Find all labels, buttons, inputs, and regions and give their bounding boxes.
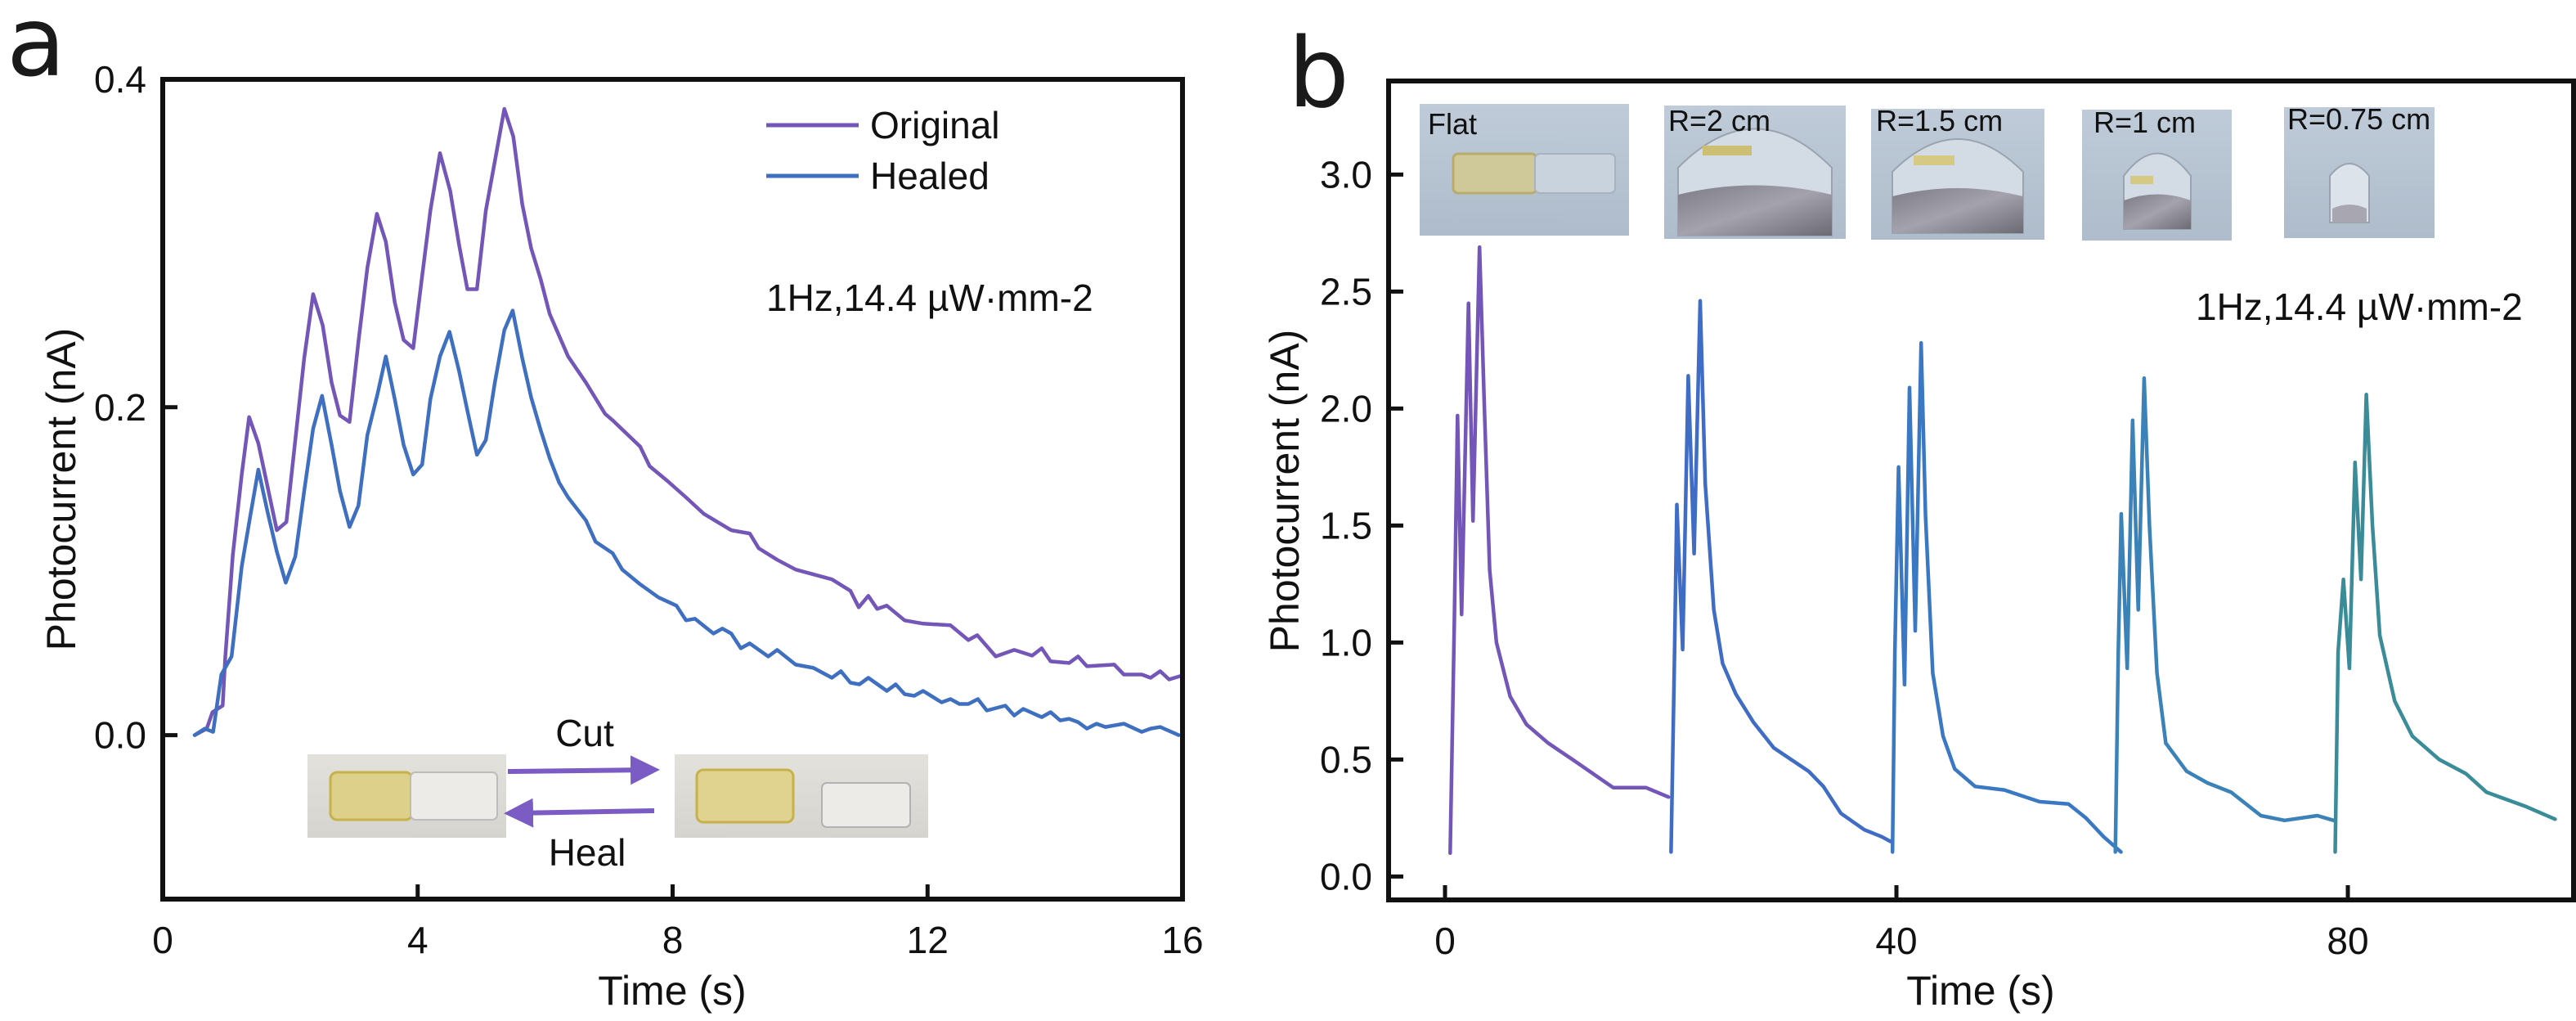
x-tick-label: 80 xyxy=(2327,920,2368,962)
photo-r0-75: R=0.75 cm xyxy=(2284,102,2435,238)
photo-r1: R=1 cm xyxy=(2082,106,2232,241)
y-tick-label: 2.5 xyxy=(1320,270,1372,313)
panel-a-y-ticks: 0.0 0.2 0.4 xyxy=(94,58,177,757)
panel-a-x-axis-title: Time (s) xyxy=(598,968,746,1014)
legend-label-original: Original xyxy=(870,104,1000,146)
panel-a-label: a xyxy=(7,0,65,98)
panel-a: a 0.0 0.2 0.4 0 4 8 12 16 Time (s) Photocurren… xyxy=(7,0,1204,1014)
panel-b-y-axis-title: Photocurrent (nA) xyxy=(1262,330,1308,653)
panel-a-series-group xyxy=(192,106,1183,737)
y-tick-label: 2.0 xyxy=(1320,387,1372,430)
series-line-r-1-cm xyxy=(2113,376,2336,854)
photo-cut-film xyxy=(675,754,928,838)
panel-b: b 0.0 0.5 1.0 1.5 2.0 2.5 3.0 0 40 80 Time (s) P… xyxy=(1262,16,2576,1014)
x-tick-label: 4 xyxy=(407,919,429,961)
panel-a-inset: Cut Heal xyxy=(307,712,928,874)
legend-label-healed: Healed xyxy=(870,155,990,197)
series-line-r-0-75-cm xyxy=(2333,392,2557,854)
heal-label: Heal xyxy=(549,831,626,874)
panel-b-series-group xyxy=(1448,245,2557,856)
panel-b-x-ticks: 0 40 80 xyxy=(1434,885,2369,962)
panel-b-y-ticks: 0.0 0.5 1.0 1.5 2.0 2.5 3.0 xyxy=(1320,153,1403,897)
photo-r1-label: R=1 cm xyxy=(2094,106,2196,139)
photo-r2-label: R=2 cm xyxy=(1668,104,1770,137)
y-tick-label: 1.5 xyxy=(1320,504,1372,546)
x-tick-label: 0 xyxy=(1434,920,1456,962)
series-line-original xyxy=(192,106,1183,737)
y-tick-label: 3.0 xyxy=(1320,153,1372,196)
photo-flat-label: Flat xyxy=(1428,107,1477,141)
x-tick-label: 0 xyxy=(152,919,173,961)
panel-b-axis-frame xyxy=(1386,79,2576,902)
panel-a-legend: Original Healed xyxy=(766,104,1000,197)
panel-b-x-axis-title: Time (s) xyxy=(1906,968,2054,1014)
panel-a-condition-annotation: 1Hz,14.4 µW·mm-2 xyxy=(766,277,1093,319)
cut-label: Cut xyxy=(555,712,614,754)
heal-arrow-icon xyxy=(504,798,655,828)
photo-r1-5-label: R=1.5 cm xyxy=(1876,104,2003,137)
y-tick-label: 1.0 xyxy=(1320,621,1372,663)
panel-b-label: b xyxy=(1288,16,1349,129)
x-tick-label: 8 xyxy=(662,919,684,961)
series-line-flat xyxy=(1448,245,1671,856)
y-tick-label: 0.0 xyxy=(94,714,146,757)
panel-a-x-ticks: 0 4 8 12 16 xyxy=(152,884,1204,961)
cut-arrow-icon xyxy=(507,755,660,785)
series-line-r-1-5-cm xyxy=(1890,341,2123,854)
series-line-healed xyxy=(192,308,1181,737)
y-tick-label: 0.5 xyxy=(1320,738,1372,780)
photo-r2: R=2 cm xyxy=(1664,104,1846,239)
photo-flat: Flat xyxy=(1420,104,1629,236)
panel-a-y-axis-title: Photocurrent (nA) xyxy=(38,328,84,651)
y-tick-label: 0.2 xyxy=(94,386,146,429)
photo-r1-5: R=1.5 cm xyxy=(1871,104,2044,240)
x-tick-label: 40 xyxy=(1875,920,1917,962)
x-tick-label: 12 xyxy=(907,919,949,961)
y-tick-label: 0.4 xyxy=(94,58,146,101)
y-tick-label: 0.0 xyxy=(1320,855,1372,897)
photo-r0-75-label: R=0.75 cm xyxy=(2287,102,2430,136)
x-tick-label: 16 xyxy=(1161,919,1203,961)
panel-b-condition-annotation: 1Hz,14.4 µW·mm-2 xyxy=(2196,286,2523,328)
series-line-r-2-cm xyxy=(1669,299,1892,854)
photo-intact-film xyxy=(307,754,506,838)
panel-b-insets: Flat R=2 cm R=1.5 cm R=1 c xyxy=(1420,102,2435,241)
